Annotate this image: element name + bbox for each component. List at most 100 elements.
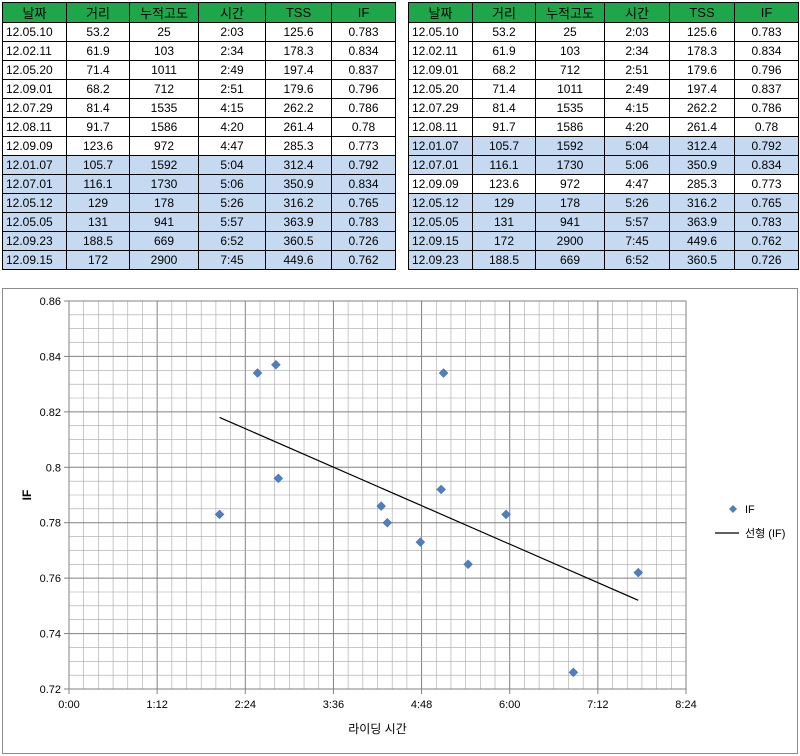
table-cell: 363.9	[669, 212, 735, 232]
table-row: 12.09.09 123.6 972 4:47 285.3 0.773	[2, 136, 396, 156]
table-cell: 5:57	[604, 212, 670, 232]
table-cell: 712	[129, 79, 199, 99]
table-cell: 4:47	[604, 174, 670, 194]
table-cell: 71.4	[66, 60, 130, 80]
data-point	[438, 368, 449, 378]
table-row: 12.09.09 123.6 972 4:47 285.3 0.773	[408, 174, 799, 194]
y-tick-label: 0.76	[40, 573, 61, 585]
table-cell: 178	[129, 193, 199, 213]
table-cell: 2:34	[604, 41, 670, 61]
column-header: 거리	[472, 2, 536, 23]
table-cell: 5:06	[198, 174, 266, 194]
table-cell: 12.05.05	[2, 212, 67, 232]
table-cell: 12.07.29	[2, 98, 67, 118]
data-point	[271, 359, 281, 370]
table-cell: 1011	[129, 60, 199, 80]
table-cell: 178.3	[265, 41, 332, 61]
table-cell: 1535	[129, 98, 199, 118]
table-cell: 316.2	[265, 193, 332, 213]
table-row: 12.02.11 61.9 103 2:34 178.3 0.834	[2, 41, 396, 61]
table-cell: 0.762	[734, 231, 799, 251]
data-point	[568, 667, 579, 678]
table-cell: 0.78	[734, 117, 799, 137]
table-cell: 262.2	[265, 98, 332, 118]
data-points	[214, 359, 644, 678]
table-cell: 669	[535, 250, 605, 270]
y-tick-label: 0.84	[40, 351, 61, 363]
table-cell: 71.4	[472, 79, 536, 99]
x-tick-label: 2:24	[235, 699, 256, 711]
table-cell: 12.05.12	[2, 193, 67, 213]
table-row: 12.01.07 105.7 1592 5:04 312.4 0.792	[2, 155, 396, 175]
table-row: 12.09.15 172 2900 7:45 449.6 0.762	[2, 250, 396, 270]
table-cell: 12.09.01	[408, 60, 473, 80]
column-header: 시간	[604, 2, 670, 23]
table-cell: 0.786	[331, 98, 396, 118]
table-cell: 0.726	[734, 250, 799, 270]
x-tick-label: 3:36	[323, 699, 344, 711]
data-point	[633, 567, 644, 578]
table-cell: 125.6	[265, 22, 332, 42]
table-cell: 81.4	[66, 98, 130, 118]
table-cell: 312.4	[265, 155, 332, 175]
table-cell: 7:45	[198, 250, 266, 270]
column-header: IF	[331, 2, 396, 23]
table-cell: 0.786	[734, 98, 799, 118]
table-cell: 0.773	[734, 174, 799, 194]
table-cell: 179.6	[265, 79, 332, 99]
table-cell: 116.1	[66, 174, 130, 194]
table-cell: 0.773	[331, 136, 396, 156]
x-tick-label: 6:00	[499, 699, 520, 711]
table-cell: 188.5	[66, 231, 130, 251]
table-cell: 0.762	[331, 250, 396, 270]
table-cell: 105.7	[66, 155, 130, 175]
table-row: 12.05.20 71.4 1011 2:49 197.4 0.837	[2, 60, 396, 80]
table-cell: 105.7	[472, 136, 536, 156]
table-row: 12.08.11 91.7 1586 4:20 261.4 0.78	[408, 117, 799, 137]
table-cell: 172	[472, 231, 536, 251]
table-cell: 449.6	[265, 250, 332, 270]
table-cell: 712	[535, 60, 605, 80]
table-cell: 2:49	[198, 60, 266, 80]
table-cell: 6:52	[604, 250, 670, 270]
data-point	[382, 517, 393, 528]
table-cell: 312.4	[669, 136, 735, 156]
table-cell: 61.9	[66, 41, 130, 61]
legend-marker-if	[729, 505, 737, 513]
x-tick-label: 8:24	[675, 699, 696, 711]
table-cell: 6:52	[198, 231, 266, 251]
table-cell: 91.7	[472, 117, 536, 137]
column-header: 날짜	[408, 2, 473, 23]
table-cell: 972	[129, 136, 199, 156]
table-cell: 0.834	[331, 41, 396, 61]
table-cell: 350.9	[669, 155, 735, 175]
table-cell: 1011	[535, 79, 605, 99]
y-tick-label: 0.86	[40, 296, 61, 308]
table-cell: 2900	[535, 231, 605, 251]
table-cell: 12.05.10	[2, 22, 67, 42]
table-cell: 941	[535, 212, 605, 232]
legend-label-trendline: 선형 (IF)	[745, 527, 785, 540]
table-cell: 0.78	[331, 117, 396, 137]
table-cell: 116.1	[472, 155, 536, 175]
table-cell: 0.834	[734, 41, 799, 61]
table-cell: 261.4	[265, 117, 332, 137]
table-cell: 0.796	[331, 79, 396, 99]
table-cell: 1592	[535, 136, 605, 156]
table-row: 12.07.01 116.1 1730 5:06 350.9 0.834	[408, 155, 799, 175]
table-cell: 25	[129, 22, 199, 42]
table-cell: 0.834	[331, 174, 396, 194]
table-cell: 12.09.01	[2, 79, 67, 99]
table-cell: 2:03	[198, 22, 266, 42]
table-cell: 0.783	[331, 212, 396, 232]
table-cell: 123.6	[472, 174, 536, 194]
table-cell: 0.837	[734, 79, 799, 99]
table-cell: 129	[66, 193, 130, 213]
table-row: 12.05.05 131 941 5:57 363.9 0.783	[2, 212, 396, 232]
table-row: 12.05.12 129 178 5:26 316.2 0.765	[2, 193, 396, 213]
data-point	[501, 509, 511, 520]
grid-lines	[68, 300, 687, 690]
table-row: 12.07.29 81.4 1535 4:15 262.2 0.786	[408, 98, 799, 118]
table-cell: 12.07.29	[408, 98, 473, 118]
data-point	[252, 368, 263, 378]
